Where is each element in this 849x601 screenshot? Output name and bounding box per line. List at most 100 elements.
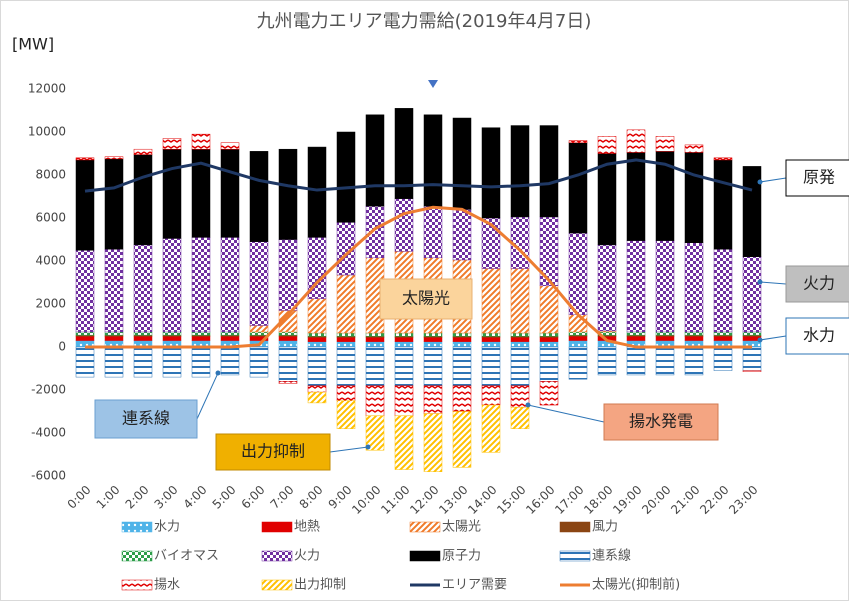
bar-segment [742,331,762,336]
bar-segment [133,244,153,333]
legend-swatch [121,579,153,591]
bar-segment [655,331,675,336]
bar-segment [452,385,472,412]
bar-segment [249,325,269,333]
legend-swatch [559,550,591,562]
legend-swatch [261,550,293,562]
bar-segment [742,256,762,333]
annotation-box [215,433,331,471]
annotation-box [785,265,849,303]
bar-segment [249,331,269,336]
bar-segment [220,237,240,333]
legend-swatch [121,550,153,562]
bar-segment [336,341,356,348]
bar-segment [423,114,443,207]
legend-label: 揚水 [154,577,180,593]
bar-segment [742,166,762,257]
bar-segment [336,332,356,337]
bar-segment [162,346,182,378]
legend-label: 火力 [294,549,320,564]
bar-segment [626,346,646,376]
bar-segment [713,159,733,250]
chart-title: 九州電力エリア電力需給(2019年4月7日) [257,11,592,32]
bar-segment [278,331,298,336]
bar-segment [75,336,95,341]
bar-segment [481,346,501,386]
bar-segment [104,156,124,160]
bar-segment [713,157,733,161]
legend-label: 太陽光(抑制前) [592,577,680,593]
bar-segment [365,205,385,259]
bar-segment [568,140,588,144]
bar-segment [568,331,588,336]
bar-segment [249,346,269,378]
y-tick-label: 0 [58,340,66,354]
bar-segment [481,385,501,406]
legend-label: 原子力 [442,549,481,564]
bar-segment [539,332,559,337]
bar-segment [510,125,530,218]
legend-label: エリア需要 [442,578,507,593]
bar-segment [336,131,356,223]
annotation-box [785,159,849,197]
bar-segment [481,341,501,348]
bar-segment [597,346,617,376]
bar-segment [423,205,443,259]
bar-segment [510,346,530,386]
bar-segment [104,336,124,341]
bar-segment [307,346,327,386]
bar-segment [539,341,559,348]
annotation-arrow [759,335,787,341]
bar-segment [626,129,646,153]
bar-segment [423,332,443,337]
bar-segment [452,332,472,337]
bar-segment [568,340,588,348]
bar-segment [278,346,298,382]
bar-segment [278,148,298,240]
bar-segment [394,332,414,337]
annotation-arrow [196,372,219,420]
legend-label: 地熱 [294,520,320,535]
bar-segment [307,298,327,334]
bar-segment [626,331,646,336]
bar-segment [278,336,298,341]
bar-segment [510,406,530,429]
bar-segment [394,415,414,470]
bar-segment [133,336,153,341]
annotation-box [603,403,719,441]
annotation-arrowhead [215,370,221,376]
bar-segment [133,331,153,336]
bar-segment [684,152,704,243]
bar-segment [162,331,182,336]
legend-label: 連系線 [592,548,631,564]
bar-segment [75,157,95,161]
bar-segment [104,248,124,333]
bar-segment [597,136,617,154]
bar-segment [220,336,240,341]
bar-segment [336,400,356,429]
bar-segment [655,336,675,341]
bar-segment [510,268,530,334]
bar-segment [133,154,153,246]
bar-segment [742,346,762,371]
bar-segment [394,346,414,386]
legend-swatch [409,550,441,562]
bar-segment [365,385,385,417]
legend-label: 出力抑制 [294,578,346,593]
legend-label: 太陽光 [442,520,481,535]
bar-segment [75,331,95,336]
bar-segment [452,117,472,210]
y-tick-label: 2000 [35,297,66,311]
bar-segment [423,341,443,348]
bar-segment [104,158,124,250]
bar-segment [133,148,153,155]
bar-segment [220,148,240,238]
bar-segment [423,346,443,386]
bar-segment [539,346,559,382]
bar-segment [220,346,240,376]
bar-segment [423,413,443,472]
annotation-arrowhead [757,179,763,185]
bar-segment [394,198,414,252]
annotation-arrow [759,281,787,285]
